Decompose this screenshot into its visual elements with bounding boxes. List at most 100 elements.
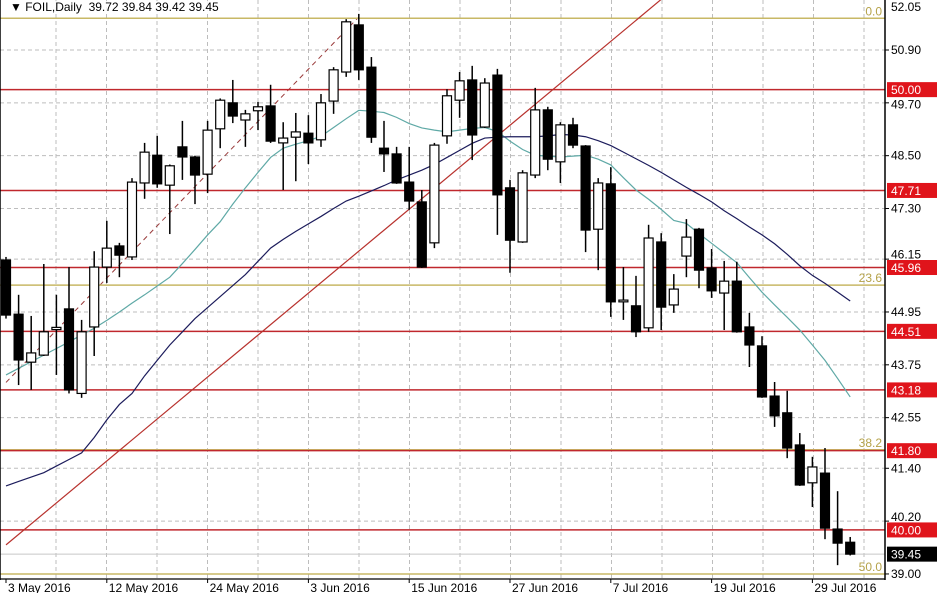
- last-price-badge: [887, 546, 937, 562]
- candle: [391, 146, 402, 184]
- candle-body-bearish: [656, 241, 667, 308]
- price-tick-label: 46.15: [891, 248, 921, 262]
- candle-body-bullish: [26, 352, 37, 363]
- candle: [189, 155, 201, 205]
- price-level-badge: [887, 382, 937, 398]
- candle: [328, 67, 339, 114]
- candle-body-bullish: [278, 137, 289, 144]
- candle: [240, 109, 251, 147]
- fibonacci-level-label: 23.6: [859, 271, 883, 285]
- time-tick-label: 27 Jun 2016: [512, 581, 578, 593]
- candle-body-bearish: [152, 154, 163, 185]
- candle: [0, 256, 12, 319]
- candle: [706, 249, 717, 298]
- candle-body-bullish: [215, 99, 226, 130]
- price-tick-label: 40.20: [891, 510, 921, 524]
- price-tick-label: 50.90: [891, 43, 921, 57]
- candle: [227, 79, 238, 124]
- candle-body-bearish: [782, 412, 793, 449]
- candle-body-bearish: [13, 313, 24, 361]
- time-tick-label: 12 May 2016: [109, 581, 179, 593]
- candle-body-bullish: [341, 21, 352, 73]
- candle-body-bearish: [0, 259, 12, 316]
- candle-body-bearish: [63, 308, 75, 391]
- candle: [580, 145, 591, 253]
- candle: [504, 179, 516, 273]
- candle: [467, 65, 478, 161]
- candle: [681, 219, 692, 278]
- candle-body-bearish: [378, 147, 390, 155]
- candle: [769, 381, 780, 427]
- candle-body-bearish: [744, 326, 755, 346]
- candle: [618, 267, 629, 320]
- price-level-badge: [887, 443, 937, 459]
- candle: [26, 315, 37, 390]
- candle-body-bearish: [693, 228, 705, 271]
- candle-body-bearish: [189, 156, 201, 176]
- time-tick-label: 19 Jul 2016: [714, 581, 776, 593]
- chart-header: ▼ FOIL,Daily 39.72 39.84 39.42 39.45: [8, 1, 221, 14]
- candle-body-bearish: [504, 187, 516, 241]
- candle: [441, 89, 453, 144]
- candle-body-bullish: [618, 299, 629, 303]
- fibonacci-level-label: 50.0: [859, 560, 883, 574]
- candle: [164, 164, 175, 235]
- price-tick-label: 49.70: [891, 98, 921, 112]
- candle-body-bearish: [731, 280, 742, 333]
- candle-body-bullish: [240, 113, 251, 121]
- candle-body-bullish: [530, 109, 541, 176]
- candle-body-bullish: [517, 172, 528, 243]
- symbol-label: ▼ FOIL,Daily: [10, 0, 82, 14]
- candle: [303, 115, 314, 165]
- candle: [643, 224, 654, 332]
- candle: [89, 251, 100, 357]
- candle-body-bearish: [630, 305, 642, 333]
- candle: [126, 178, 138, 261]
- candle: [756, 336, 768, 398]
- candle-body-bullish: [643, 237, 654, 329]
- candle-body-bullish: [593, 182, 604, 230]
- trendline: [5, 0, 662, 546]
- candle: [139, 142, 150, 199]
- candle-body-bullish: [202, 129, 213, 175]
- candle: [416, 190, 427, 268]
- candle: [719, 260, 730, 331]
- candle-body-bullish: [555, 124, 566, 163]
- candle: [341, 19, 352, 77]
- ohlc-readout: 39.72 39.84 39.42 39.45: [88, 0, 219, 14]
- candle-body-bullish: [429, 144, 440, 244]
- candle: [479, 78, 490, 128]
- time-tick-label: 15 Jun 2016: [411, 581, 477, 593]
- price-tick-label: 48.50: [891, 149, 921, 163]
- candle-body-bullish: [668, 288, 679, 306]
- candle-body-bullish: [441, 95, 453, 137]
- candle-body-bearish: [567, 124, 579, 146]
- time-tick-label: 29 Jul 2016: [814, 581, 876, 593]
- candle-body-bearish: [492, 74, 503, 196]
- price-level-badge: [887, 323, 937, 339]
- candle-body-bearish: [605, 183, 616, 303]
- candle-body-bearish: [114, 245, 125, 256]
- candle: [177, 120, 188, 180]
- candle: [252, 101, 264, 131]
- last-price-badge-label: 39.45: [891, 548, 921, 562]
- moving-average-slow: [5, 133, 851, 487]
- candle-body-bullish: [38, 331, 49, 356]
- candle: [593, 178, 604, 271]
- candle-body-bearish: [832, 528, 843, 544]
- candle: [378, 120, 390, 172]
- candle: [38, 263, 49, 357]
- candle-body-bullish: [101, 247, 112, 268]
- candle-body-bearish: [265, 105, 276, 142]
- candle: [567, 117, 579, 149]
- candle: [782, 390, 793, 459]
- candle: [668, 274, 679, 313]
- candle: [744, 312, 755, 368]
- candle-body-bearish: [467, 79, 478, 136]
- candle: [13, 294, 24, 386]
- candle: [731, 261, 742, 333]
- fibonacci-level-label: 0.0: [865, 4, 882, 18]
- price-tick-label: 43.75: [891, 358, 921, 372]
- candle: [794, 433, 805, 486]
